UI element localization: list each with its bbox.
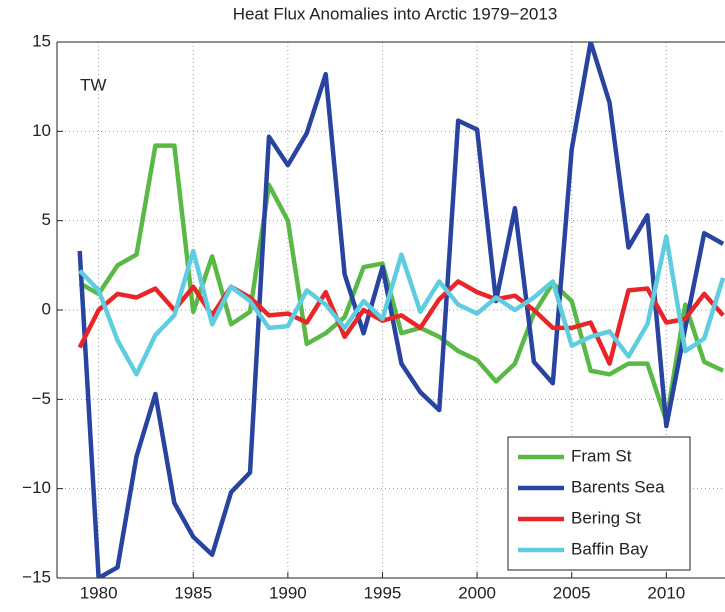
series-line — [78, 234, 725, 377]
x-tick-label: 1985 — [174, 583, 212, 602]
x-tick-label: 1980 — [80, 583, 118, 602]
legend: Fram St Barents Sea Bering St Baffin Bay — [507, 436, 691, 571]
x-tick-label: 2005 — [553, 583, 591, 602]
y-tick-label: 10 — [32, 121, 51, 140]
y-tick-label: −15 — [22, 567, 51, 586]
legend-label: Fram St — [571, 446, 632, 465]
series-line — [78, 143, 725, 424]
legend-label: Bering St — [571, 508, 641, 527]
series-line — [77, 42, 725, 578]
chart-title: Heat Flux Anomalies into Arctic 1979−201… — [233, 4, 558, 23]
y-tick-label: 0 — [42, 299, 51, 318]
x-tick-label: 1995 — [364, 583, 402, 602]
legend-label: Baffin Bay — [571, 539, 649, 558]
y-tick-label: 15 — [32, 31, 51, 50]
legend-label: Barents Sea — [571, 477, 665, 496]
y-tick-label: −5 — [32, 389, 51, 408]
x-tick-label: 2000 — [458, 583, 496, 602]
y-tick-label: −10 — [22, 478, 51, 497]
x-tick-label: 2010 — [647, 583, 685, 602]
x-tick-label: 1990 — [269, 583, 307, 602]
plot-area — [77, 42, 725, 578]
annotation: TW — [80, 75, 106, 94]
y-tick-label: 5 — [42, 210, 51, 229]
